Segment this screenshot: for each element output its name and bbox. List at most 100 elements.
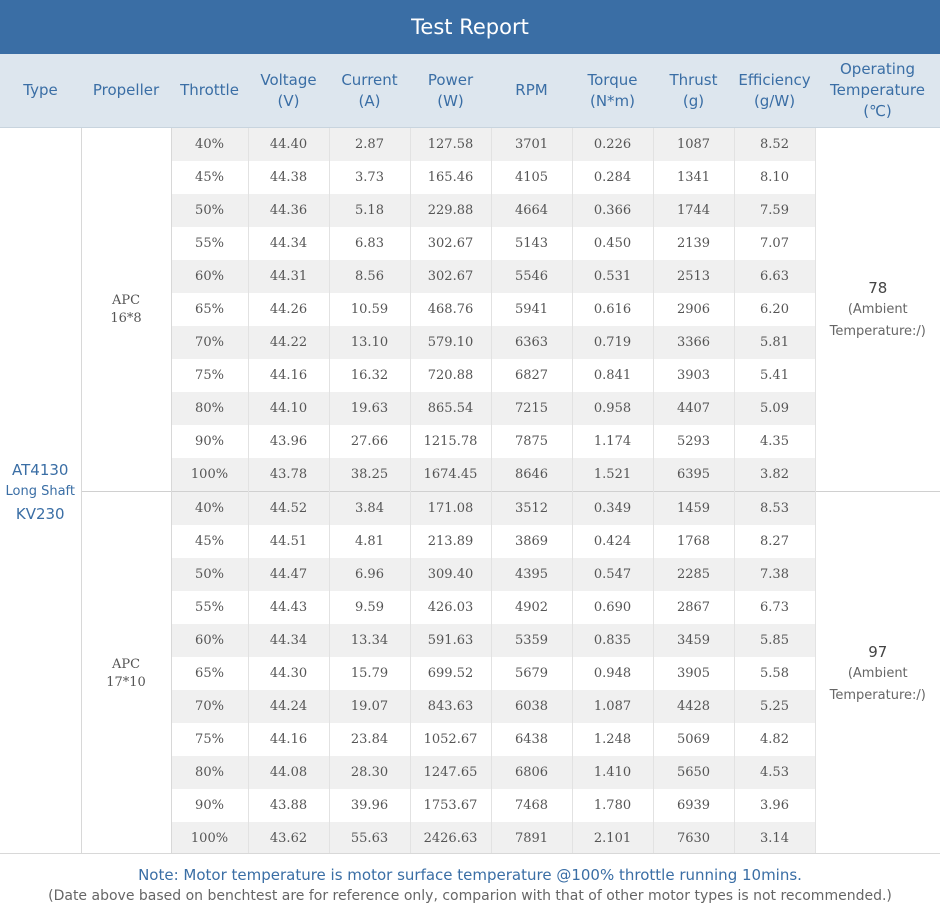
throttle-cell: 40% (171, 492, 248, 526)
torque-cell: 0.349 (572, 492, 653, 526)
header-thrust: Thrust(g) (653, 54, 734, 128)
current-cell: 3.73 (329, 161, 410, 194)
power-cell: 468.76 (410, 293, 491, 326)
throttle-cell: 65% (171, 657, 248, 690)
throttle-cell: 40% (171, 128, 248, 162)
thrust-cell: 4407 (653, 392, 734, 425)
voltage-cell: 44.08 (248, 756, 329, 789)
header-throttle: Throttle (171, 54, 248, 128)
torque-cell: 0.835 (572, 624, 653, 657)
thrust-cell: 2513 (653, 260, 734, 293)
current-cell: 27.66 (329, 425, 410, 458)
propeller-brand: APC (82, 656, 171, 674)
header-torque: Torque(N*m) (572, 54, 653, 128)
current-cell: 3.84 (329, 492, 410, 526)
voltage-cell: 44.10 (248, 392, 329, 425)
rpm-cell: 4902 (491, 591, 572, 624)
torque-cell: 0.841 (572, 359, 653, 392)
voltage-cell: 44.38 (248, 161, 329, 194)
efficiency-cell: 5.58 (734, 657, 815, 690)
rpm-cell: 6038 (491, 690, 572, 723)
torque-cell: 0.531 (572, 260, 653, 293)
voltage-cell: 44.24 (248, 690, 329, 723)
ambient-label: (Ambient (816, 299, 940, 321)
throttle-cell: 90% (171, 425, 248, 458)
efficiency-cell: 5.25 (734, 690, 815, 723)
efficiency-cell: 5.41 (734, 359, 815, 392)
efficiency-cell: 5.85 (734, 624, 815, 657)
torque-cell: 1.248 (572, 723, 653, 756)
thrust-cell: 3366 (653, 326, 734, 359)
power-cell: 229.88 (410, 194, 491, 227)
voltage-cell: 44.40 (248, 128, 329, 162)
efficiency-cell: 8.53 (734, 492, 815, 526)
torque-cell: 0.690 (572, 591, 653, 624)
power-cell: 426.03 (410, 591, 491, 624)
torque-cell: 0.958 (572, 392, 653, 425)
power-cell: 1215.78 (410, 425, 491, 458)
thrust-cell: 3459 (653, 624, 734, 657)
throttle-cell: 65% (171, 293, 248, 326)
thrust-cell: 5650 (653, 756, 734, 789)
power-cell: 1674.45 (410, 458, 491, 492)
header-row: Type Propeller Throttle Voltage(V) Curre… (0, 54, 940, 128)
rpm-cell: 5546 (491, 260, 572, 293)
current-cell: 9.59 (329, 591, 410, 624)
throttle-cell: 75% (171, 723, 248, 756)
current-cell: 10.59 (329, 293, 410, 326)
header-power: Power(W) (410, 54, 491, 128)
thrust-cell: 6939 (653, 789, 734, 822)
efficiency-cell: 8.10 (734, 161, 815, 194)
rpm-cell: 6363 (491, 326, 572, 359)
rpm-cell: 4395 (491, 558, 572, 591)
thrust-cell: 2285 (653, 558, 734, 591)
rpm-cell: 7891 (491, 822, 572, 855)
voltage-cell: 43.78 (248, 458, 329, 492)
throttle-cell: 50% (171, 194, 248, 227)
current-cell: 2.87 (329, 128, 410, 162)
voltage-cell: 44.47 (248, 558, 329, 591)
thrust-cell: 1341 (653, 161, 734, 194)
temperature-value: 97 (816, 641, 940, 663)
rpm-cell: 5359 (491, 624, 572, 657)
thrust-cell: 3905 (653, 657, 734, 690)
motor-model: AT4130 (0, 459, 81, 481)
ambient-temperature: Temperature:/) (816, 685, 940, 707)
torque-cell: 1.174 (572, 425, 653, 458)
torque-cell: 1.410 (572, 756, 653, 789)
efficiency-cell: 8.27 (734, 525, 815, 558)
voltage-cell: 44.34 (248, 624, 329, 657)
torque-cell: 0.226 (572, 128, 653, 162)
current-cell: 4.81 (329, 525, 410, 558)
rpm-cell: 6806 (491, 756, 572, 789)
power-cell: 1052.67 (410, 723, 491, 756)
throttle-cell: 50% (171, 558, 248, 591)
voltage-cell: 44.52 (248, 492, 329, 526)
power-cell: 865.54 (410, 392, 491, 425)
current-cell: 13.34 (329, 624, 410, 657)
current-cell: 19.63 (329, 392, 410, 425)
header-efficiency: Efficiency(g/W) (734, 54, 815, 128)
rpm-cell: 5941 (491, 293, 572, 326)
thrust-cell: 1768 (653, 525, 734, 558)
throttle-cell: 70% (171, 326, 248, 359)
power-cell: 309.40 (410, 558, 491, 591)
throttle-cell: 60% (171, 624, 248, 657)
header-voltage: Voltage(V) (248, 54, 329, 128)
current-cell: 6.96 (329, 558, 410, 591)
rpm-cell: 3869 (491, 525, 572, 558)
current-cell: 39.96 (329, 789, 410, 822)
current-cell: 5.18 (329, 194, 410, 227)
rpm-cell: 6438 (491, 723, 572, 756)
throttle-cell: 45% (171, 525, 248, 558)
rpm-cell: 7875 (491, 425, 572, 458)
rpm-cell: 3512 (491, 492, 572, 526)
rpm-cell: 3701 (491, 128, 572, 162)
propeller-brand: APC (82, 292, 171, 310)
thrust-cell: 3903 (653, 359, 734, 392)
